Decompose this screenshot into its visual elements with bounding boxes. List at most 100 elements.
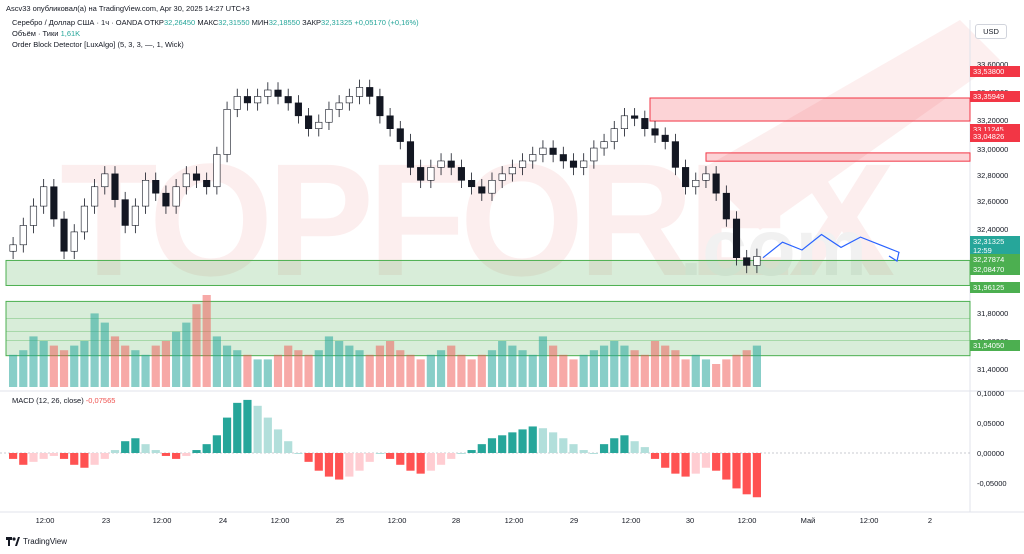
low-label: МИН <box>251 18 269 27</box>
candle-up <box>427 167 435 181</box>
volume-bar <box>671 350 680 387</box>
macd-histogram-bar <box>172 453 181 459</box>
candle-up <box>437 160 445 168</box>
candle-up <box>80 205 88 233</box>
volume-bar <box>375 345 384 387</box>
time-tick-label: 24 <box>218 516 228 525</box>
watermark: TOPFOREX .com <box>60 20 1000 309</box>
macd-histogram-bar <box>131 438 140 453</box>
candle-down <box>396 128 404 142</box>
publish-info: Ascv33 опубликовал(а) на TradingView.com… <box>6 4 250 13</box>
candle-down <box>192 173 201 181</box>
close-value: 32,31325 <box>321 18 353 27</box>
macd-histogram-bar <box>487 438 497 453</box>
candle-up <box>498 173 506 181</box>
macd-histogram-bar <box>508 432 517 453</box>
candle-down <box>274 89 282 97</box>
macd-histogram-bar <box>752 453 761 498</box>
volume-bar <box>538 336 548 387</box>
volume-bar <box>650 341 660 387</box>
macd-histogram-bar <box>182 453 191 456</box>
macd-histogram-bar <box>243 399 252 453</box>
volume-bar <box>324 336 334 387</box>
volume-bar <box>304 354 313 387</box>
candle-up <box>600 141 608 149</box>
macd-histogram-bar <box>650 453 660 459</box>
volume-bar <box>59 350 69 387</box>
candle-down <box>284 96 292 104</box>
candle-up <box>529 154 537 162</box>
macd-histogram-bar <box>538 428 548 453</box>
volume-bar <box>599 345 609 387</box>
candle-up <box>539 147 547 155</box>
candle-down <box>651 128 659 136</box>
macd-histogram-bar <box>110 450 120 453</box>
macd-histogram-bar <box>620 435 629 453</box>
low-value: 32,18550 <box>268 18 301 27</box>
volume-bar <box>212 336 221 387</box>
candle-down <box>417 167 425 181</box>
macd-histogram-bar <box>80 453 89 468</box>
macd-histogram-bar <box>151 450 160 453</box>
volume-bar <box>610 341 619 387</box>
macd-histogram-bar <box>671 453 680 474</box>
volume-bar <box>416 359 425 387</box>
volume-bar <box>477 354 486 387</box>
candle-up <box>620 115 629 130</box>
tradingview-logo[interactable]: TradingView <box>6 537 67 546</box>
currency-button[interactable]: USD <box>975 24 1007 39</box>
macd-histogram-bar <box>579 450 588 453</box>
macd-histogram-bar <box>263 417 272 453</box>
candle-down <box>732 218 741 259</box>
macd-legend[interactable]: MACD (12, 26, close) -0,07565 <box>12 396 115 405</box>
macd-histogram-bar <box>365 453 374 462</box>
macd-histogram-bar <box>253 405 262 453</box>
volume-value: 1,61K <box>60 29 81 38</box>
macd-tick-label: 0,05000 <box>977 419 1005 428</box>
volume-bar <box>131 350 140 387</box>
symbol-name: Серебро / Доллар США · 1ч · OANDA <box>12 18 143 27</box>
candle-down <box>111 173 119 200</box>
candle-up <box>610 128 618 142</box>
volume-bar <box>222 345 232 387</box>
open-value: 32,26450 <box>163 18 196 27</box>
macd-histogram-bar <box>335 453 344 480</box>
time-tick-label: 25 <box>335 516 345 525</box>
candle-up <box>692 180 700 188</box>
candle-down <box>478 186 486 194</box>
price-tick-label: 32,80000 <box>977 171 1009 180</box>
macd-histogram-bar <box>59 453 69 459</box>
volume-bar <box>49 345 58 387</box>
symbol-legend[interactable]: Серебро / Доллар США · 1ч · OANDA ОТКР32… <box>12 18 419 27</box>
volume-bar <box>253 359 262 387</box>
volume-bar <box>498 341 507 387</box>
volume-bar <box>121 345 130 387</box>
price-tick-label: 33,20000 <box>977 116 1009 125</box>
candle-up <box>508 167 516 175</box>
volume-legend[interactable]: Объём · Тики 1,61K <box>12 29 80 38</box>
volume-bar <box>273 354 283 387</box>
macd-histogram-bar <box>202 444 211 453</box>
macd-histogram-bar <box>712 453 721 471</box>
macd-histogram-bar <box>528 426 537 453</box>
svg-text:TOPFOREX: TOPFOREX <box>60 130 894 309</box>
tradingview-logo-icon <box>6 537 20 546</box>
candle-down <box>406 141 415 168</box>
projection-path <box>762 233 900 259</box>
time-tick-label: 2 <box>927 516 933 525</box>
indicator-legend[interactable]: Order Block Detector [LuxAlgo] (5, 3, 3,… <box>12 40 184 49</box>
candle-down <box>457 167 465 181</box>
macd-histogram-bar <box>589 453 598 454</box>
candle-down <box>447 160 455 168</box>
candle-down <box>121 199 129 226</box>
volume-bar <box>732 354 741 387</box>
volume-bar <box>396 350 405 387</box>
macd-histogram-bar <box>70 453 79 465</box>
volume-bar <box>192 304 201 387</box>
macd-histogram-bar <box>447 453 456 459</box>
volume-bar <box>518 350 527 387</box>
candle-up <box>172 186 180 207</box>
time-tick-label: Май <box>800 516 816 525</box>
